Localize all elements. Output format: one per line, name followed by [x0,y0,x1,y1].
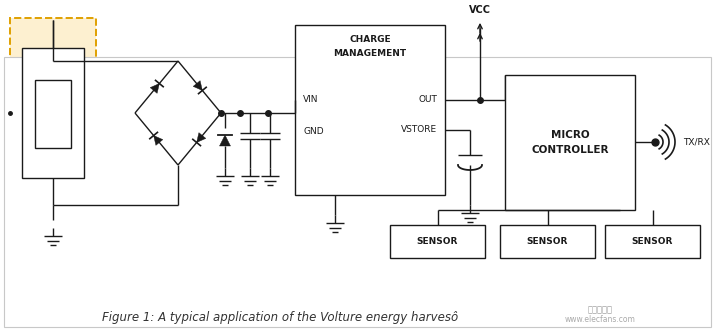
Text: OUT: OUT [418,95,437,105]
Polygon shape [196,133,206,142]
Text: 电子发烧友: 电子发烧友 [587,306,612,315]
Polygon shape [219,135,230,146]
Text: Figure 1: A typical application of the Volture energy harvesô: Figure 1: A typical application of the V… [102,312,458,325]
Bar [295,25,445,195]
Bar [390,225,485,258]
Bar [10,18,96,218]
Bar [22,48,84,178]
Polygon shape [193,81,202,90]
Text: MICRO: MICRO [551,130,589,140]
Bar [505,75,635,210]
Text: MANAGEMENT: MANAGEMENT [333,49,407,58]
Bar [605,225,700,258]
Text: SENSOR: SENSOR [527,237,568,246]
Text: CHARGE: CHARGE [349,36,391,45]
Text: SENSOR: SENSOR [417,237,458,246]
Text: SENSOR: SENSOR [632,237,673,246]
Polygon shape [153,136,163,145]
Text: www.elecfans.com: www.elecfans.com [564,316,635,325]
Bar [500,225,595,258]
Text: CONTROLLER: CONTROLLER [531,145,609,155]
Text: VIN: VIN [303,95,318,105]
Text: TX/RX: TX/RX [683,137,710,146]
Text: VSTORE: VSTORE [401,126,437,134]
Text: VCC: VCC [469,5,491,15]
Bar [35,80,71,148]
Bar [4,57,711,327]
Text: GND: GND [303,128,323,136]
Polygon shape [150,83,159,93]
